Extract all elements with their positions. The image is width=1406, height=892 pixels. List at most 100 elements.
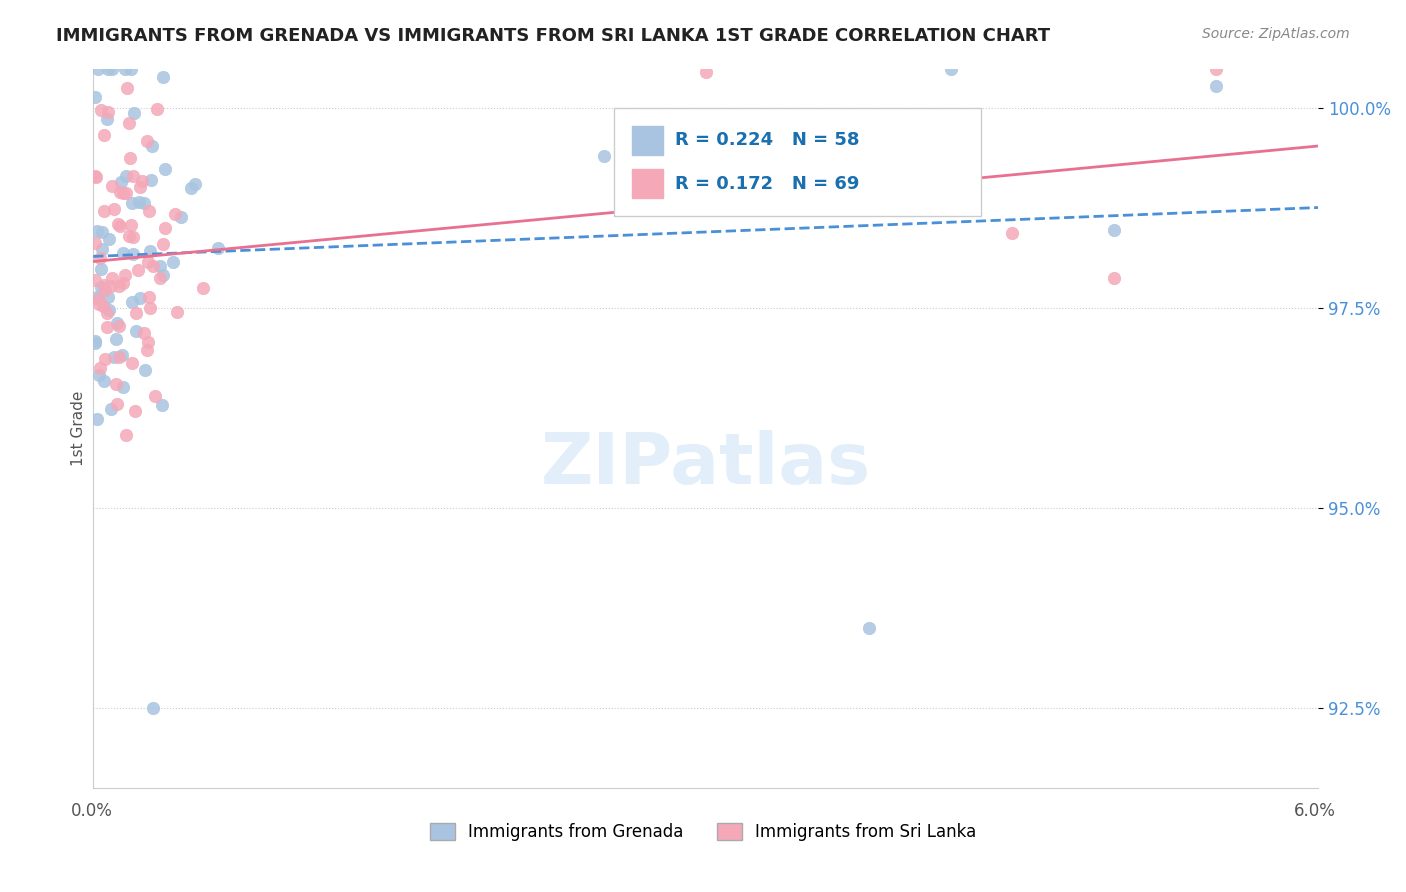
Point: [162, 255, 184, 269]
Point: [91, 299, 114, 313]
Point: [97, 105, 120, 120]
Point: [105, 332, 128, 346]
Point: [111, 348, 134, 362]
Point: [84, 169, 107, 183]
Point: [90, 262, 112, 277]
Point: [149, 259, 172, 273]
Point: [127, 263, 149, 277]
Point: [98, 303, 121, 318]
Point: [121, 195, 143, 210]
Point: [97, 290, 120, 304]
Point: [146, 102, 169, 116]
Text: ZIPatlas: ZIPatlas: [541, 430, 870, 499]
Point: [86, 411, 108, 425]
Point: [89, 360, 111, 375]
Point: [114, 268, 136, 283]
Point: [138, 290, 160, 304]
FancyBboxPatch shape: [614, 108, 981, 216]
Legend: Immigrants from Grenada, Immigrants from Sri Lanka: Immigrants from Grenada, Immigrants from…: [423, 816, 983, 848]
Point: [145, 389, 167, 403]
Point: [184, 177, 207, 191]
Point: [86, 224, 108, 238]
Point: [152, 236, 174, 251]
Point: [136, 335, 159, 350]
Point: [191, 281, 214, 295]
Point: [112, 245, 135, 260]
Text: 0.0%: 0.0%: [70, 802, 112, 820]
Point: [136, 134, 159, 148]
Point: [84, 90, 107, 104]
Point: [141, 138, 163, 153]
Point: [125, 324, 148, 338]
Point: [138, 203, 160, 218]
Point: [103, 202, 125, 216]
Point: [105, 316, 128, 330]
Point: [87, 62, 110, 76]
Point: [139, 173, 162, 187]
Point: [152, 268, 174, 282]
Point: [207, 241, 229, 255]
Point: [93, 374, 115, 388]
Point: [125, 306, 148, 320]
Point: [84, 335, 107, 350]
Point: [139, 301, 162, 316]
Point: [111, 379, 134, 393]
Point: [108, 185, 131, 199]
Point: [84, 334, 107, 348]
Text: IMMIGRANTS FROM GRENADA VS IMMIGRANTS FROM SRI LANKA 1ST GRADE CORRELATION CHART: IMMIGRANTS FROM GRENADA VS IMMIGRANTS FR…: [56, 27, 1050, 45]
Point: [122, 105, 145, 120]
Point: [121, 294, 143, 309]
Point: [90, 103, 112, 118]
Point: [142, 260, 165, 274]
Point: [153, 221, 176, 235]
Point: [166, 305, 188, 319]
Point: [124, 404, 146, 418]
Point: [129, 291, 152, 305]
Point: [118, 115, 141, 129]
Point: [155, 161, 177, 176]
Point: [107, 279, 129, 293]
Point: [1102, 222, 1125, 236]
Point: [163, 207, 186, 221]
Text: R = 0.172   N = 69: R = 0.172 N = 69: [675, 175, 859, 193]
Point: [170, 210, 193, 224]
Point: [1205, 78, 1227, 93]
Point: [121, 229, 143, 244]
Point: [89, 368, 111, 383]
Point: [114, 169, 136, 183]
Point: [120, 218, 142, 232]
Point: [100, 270, 122, 285]
Point: [152, 70, 174, 85]
Point: [1102, 271, 1125, 285]
Point: [122, 247, 145, 261]
Point: [86, 290, 108, 304]
Point: [120, 62, 142, 76]
Point: [128, 194, 150, 209]
Point: [592, 149, 614, 163]
Point: [100, 401, 122, 416]
Point: [150, 398, 173, 412]
Point: [115, 81, 138, 95]
Point: [138, 244, 160, 258]
Point: [91, 242, 114, 256]
Point: [93, 204, 115, 219]
Point: [138, 255, 160, 269]
Point: [100, 279, 122, 293]
Point: [114, 427, 136, 442]
Point: [108, 219, 131, 233]
Point: [105, 396, 128, 410]
Point: [97, 232, 120, 246]
Point: [110, 175, 132, 189]
Point: [939, 62, 962, 76]
Y-axis label: 1st Grade: 1st Grade: [72, 391, 86, 466]
Point: [136, 343, 159, 358]
Point: [695, 65, 717, 79]
Point: [87, 292, 110, 306]
Point: [115, 186, 138, 200]
Point: [93, 128, 115, 142]
Point: [96, 62, 118, 76]
Point: [1001, 226, 1024, 240]
Point: [84, 169, 107, 184]
Point: [94, 352, 117, 367]
Point: [101, 179, 124, 194]
